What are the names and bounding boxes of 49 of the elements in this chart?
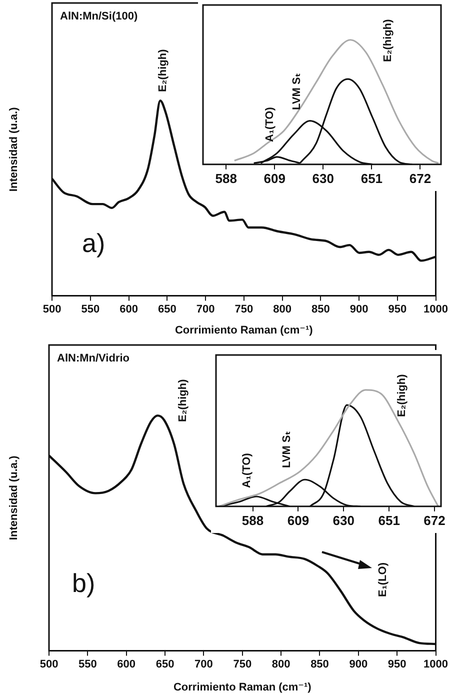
x-tick-label: 750	[234, 303, 254, 316]
annotation: A₁(TO)	[241, 452, 254, 488]
x-tick-label: 850	[310, 658, 329, 670]
x-tick-label: 672	[424, 512, 446, 528]
annotation: a)	[82, 228, 106, 258]
x-axis-title: Corrimiento Raman (cm⁻¹)	[174, 324, 314, 337]
annotation: E₂(high)	[177, 378, 190, 422]
x-tick-label: 900	[350, 303, 368, 316]
x-tick-label: 672	[409, 170, 432, 186]
x-tick-label: 550	[81, 303, 100, 316]
x-tick-label: 1000	[424, 303, 448, 316]
x-tick-label: 650	[158, 303, 176, 316]
x-tick-label: 588	[242, 512, 264, 528]
x-tick-label: 500	[42, 303, 62, 316]
x-tick-label: 651	[378, 512, 400, 528]
x-tick-label: 850	[311, 303, 330, 316]
x-tick-label: 600	[120, 303, 138, 316]
y-axis-title: Intensidad (u.a.)	[8, 106, 20, 192]
y-axis-title: Intensidad (u.a.)	[8, 455, 20, 540]
x-tick-label: 700	[194, 658, 213, 670]
x-tick-label: 700	[196, 303, 215, 316]
x-tick-label: 550	[78, 658, 97, 670]
x-tick-label: 600	[117, 658, 136, 670]
x-tick-label: 651	[360, 170, 383, 186]
annotation: LVM Sₜ	[281, 430, 294, 468]
text: E₂(high)	[157, 48, 170, 92]
x-tick-label: 609	[264, 170, 286, 186]
x-tick-label: 950	[388, 658, 406, 670]
x-tick-label: 750	[233, 658, 252, 670]
x-tick-label: 588	[215, 170, 237, 186]
x-tick-label: 630	[312, 170, 334, 186]
x-axis-title: Corrimiento Raman (cm⁻¹)	[173, 682, 312, 694]
annotation: LVM Sₜ	[291, 72, 304, 110]
chart-title: AlN:Mn/Si(100)	[60, 10, 138, 23]
annotation: E₂(high)	[396, 374, 408, 417]
x-tick-label: 650	[156, 658, 174, 670]
x-tick-label: 800	[273, 303, 292, 316]
annotation: b)	[72, 568, 96, 598]
x-tick-label: 630	[332, 512, 354, 528]
x-tick-label: 800	[272, 658, 290, 670]
annotation: E₂(high)	[382, 18, 394, 62]
x-tick-label: 900	[349, 658, 368, 670]
x-tick-label: 500	[40, 658, 58, 670]
annotation: A₁(TO)	[264, 106, 276, 142]
x-tick-label: 609	[287, 512, 310, 528]
x-tick-label: 1000	[424, 658, 448, 670]
chart-title: AlN:Mn/Vidrio	[57, 352, 130, 365]
annotation: E₁(LO)	[377, 562, 390, 597]
x-tick-label: 950	[388, 303, 407, 316]
